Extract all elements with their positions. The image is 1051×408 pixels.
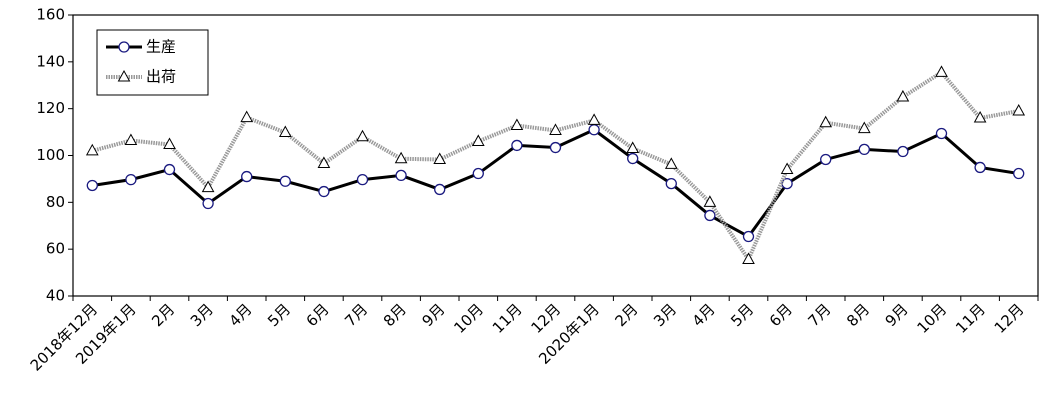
x-tick-label: 5月 xyxy=(727,300,757,330)
data-point xyxy=(742,252,755,264)
data-point xyxy=(819,115,833,128)
x-tick-label: 10月 xyxy=(913,300,950,337)
data-point xyxy=(781,177,793,190)
x-tick-label: 7月 xyxy=(341,300,371,330)
data-point xyxy=(125,173,137,186)
x-tick-label: 10月 xyxy=(450,300,487,337)
x-tick-label: 2月 xyxy=(611,300,641,330)
data-point xyxy=(86,179,98,192)
x-tick-label: 5月 xyxy=(264,300,294,330)
x-tick-label: 3月 xyxy=(187,300,217,330)
data-point xyxy=(587,113,601,125)
data-point xyxy=(163,163,176,176)
x-tick-label: 8月 xyxy=(843,300,873,330)
plot-frame xyxy=(72,14,1039,297)
data-point xyxy=(704,209,716,222)
data-point xyxy=(664,157,678,169)
data-point xyxy=(626,141,640,153)
data-point xyxy=(471,134,485,146)
data-point xyxy=(202,197,214,210)
data-point xyxy=(665,177,677,190)
data-point xyxy=(356,129,369,142)
data-point xyxy=(780,162,794,175)
data-point xyxy=(857,121,871,134)
data-point xyxy=(627,152,639,165)
data-point xyxy=(549,123,562,135)
data-point xyxy=(472,167,484,180)
data-point xyxy=(317,156,331,168)
x-tick-label: 9月 xyxy=(418,300,448,330)
y-tick-label: 100 xyxy=(36,146,65,164)
data-point xyxy=(356,173,369,186)
data-point xyxy=(1012,103,1026,116)
x-tick-label: 12月 xyxy=(991,300,1028,337)
data-point xyxy=(318,185,330,198)
x-tick-label: 9月 xyxy=(882,300,912,330)
data-point xyxy=(395,169,407,182)
data-point xyxy=(163,137,176,149)
data-point xyxy=(897,145,909,158)
data-point xyxy=(511,139,523,152)
y-tick-label: 160 xyxy=(36,6,65,24)
data-point xyxy=(703,195,717,207)
data-point xyxy=(896,89,910,102)
x-tick-label: 3月 xyxy=(650,300,680,330)
y-tick-label: 40 xyxy=(46,287,65,305)
legend-marker xyxy=(117,69,131,82)
y-tick-label: 140 xyxy=(36,52,65,70)
data-point xyxy=(742,230,755,243)
data-point xyxy=(935,65,948,77)
legend-label: 生産 xyxy=(146,38,176,56)
x-tick-label: 4月 xyxy=(225,300,255,330)
data-point xyxy=(820,153,832,166)
x-tick-label: 6月 xyxy=(303,300,333,330)
data-point xyxy=(124,133,138,146)
x-tick-label: 11月 xyxy=(489,300,526,337)
data-point xyxy=(588,124,600,136)
data-point xyxy=(1013,167,1025,180)
x-tick-label: 11月 xyxy=(952,300,989,337)
x-tick-label: 2月 xyxy=(148,300,178,330)
data-point xyxy=(278,125,292,138)
x-tick-label: 6月 xyxy=(766,300,796,330)
x-tick-label: 8月 xyxy=(380,300,410,330)
data-point xyxy=(974,161,986,174)
legend-label: 出荷 xyxy=(146,68,176,86)
data-point xyxy=(394,151,408,164)
legend-box xyxy=(96,29,209,96)
x-tick-label: 4月 xyxy=(689,300,719,330)
data-point xyxy=(935,127,948,140)
data-point xyxy=(549,141,562,154)
series-line xyxy=(91,69,1020,264)
y-tick-label: 120 xyxy=(36,99,65,117)
x-tick-label: 7月 xyxy=(804,300,834,330)
data-point xyxy=(201,180,215,193)
data-point xyxy=(85,143,99,156)
data-point xyxy=(433,152,447,164)
legend-marker xyxy=(118,41,130,53)
data-point xyxy=(973,110,987,123)
data-point xyxy=(241,170,253,183)
y-tick-label: 60 xyxy=(46,240,65,258)
data-point xyxy=(858,143,870,156)
data-point xyxy=(240,110,254,123)
data-point xyxy=(279,175,291,187)
data-point xyxy=(434,183,446,196)
data-point xyxy=(510,118,524,131)
y-tick-label: 80 xyxy=(46,193,65,211)
